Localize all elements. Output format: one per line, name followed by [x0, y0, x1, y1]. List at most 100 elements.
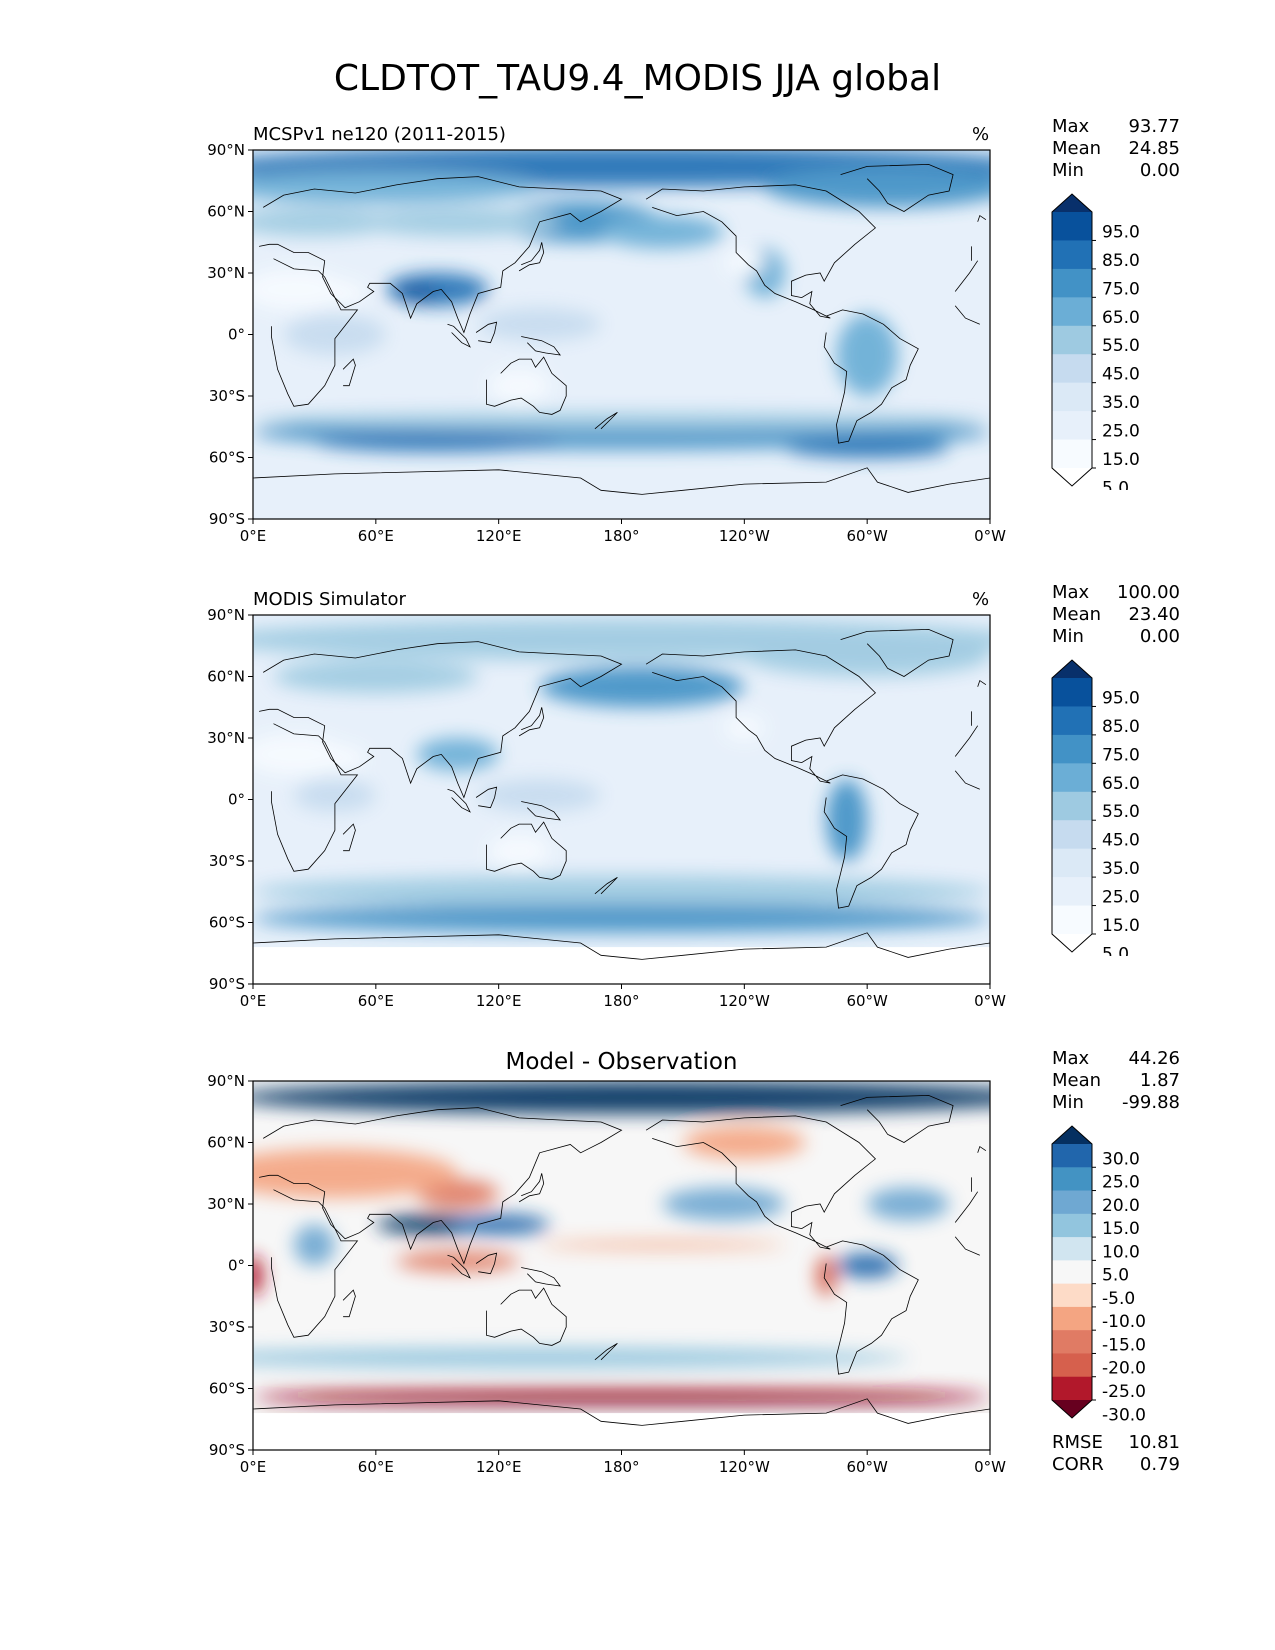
colorbar-segment	[1052, 678, 1092, 707]
colorbar-segment	[1052, 1144, 1092, 1168]
field-patch	[253, 207, 397, 237]
lat-tick-label: 60°N	[207, 1134, 245, 1152]
lon-tick-label: 60°W	[846, 1458, 888, 1476]
lat-tick-label: 60°S	[209, 449, 245, 467]
lat-tick-label: 30°N	[207, 729, 245, 747]
colorbar-tick-label: 20.0	[1102, 1196, 1140, 1216]
colorbar-tick-label: 35.0	[1102, 393, 1140, 413]
colorbar-extend-top	[1052, 194, 1092, 212]
panel-1-units: %	[972, 124, 990, 145]
field-patch	[539, 1240, 786, 1250]
field-patch	[283, 314, 387, 355]
colorbar-tick-label: 25.0	[1102, 422, 1140, 442]
lon-tick-label: 120°E	[476, 1458, 522, 1476]
field-patch	[396, 283, 438, 304]
panel-1-title: MCSPv1 ne120 (2011-2015)	[253, 124, 506, 145]
colorbar-segment	[1052, 791, 1092, 821]
lat-tick-label: 60°S	[209, 914, 245, 932]
panel-2-units: %	[972, 589, 990, 610]
colorbar-tick-label: 30.0	[1102, 1149, 1140, 1169]
field-patch	[785, 437, 950, 458]
colorbar-segment	[1052, 297, 1092, 327]
field-patch	[662, 1187, 786, 1221]
colorbar-tick-label: 25.0	[1102, 888, 1140, 908]
colorbar-tick-label: 85.0	[1102, 251, 1140, 271]
colorbar-tick-label: 75.0	[1102, 279, 1140, 299]
lon-tick-label: 120°W	[719, 1458, 770, 1476]
lon-tick-label: 120°W	[719, 992, 770, 1010]
lat-tick-label: 90°N	[207, 141, 245, 159]
field-patch	[324, 281, 366, 306]
colorbar-extend-bottom	[1052, 934, 1092, 952]
lon-tick-label: 60°W	[846, 992, 888, 1010]
field-patch	[601, 215, 724, 249]
colorbar-segment	[1052, 1330, 1092, 1354]
lat-tick-label: 30°N	[207, 1195, 245, 1213]
colorbar-segment	[1052, 354, 1092, 384]
lat-tick-label: 30°S	[209, 1318, 245, 1336]
missing-data-region	[253, 947, 990, 984]
colorbar-tick-label: 15.0	[1102, 450, 1140, 470]
colorbar-tick-label: 55.0	[1102, 802, 1140, 822]
lat-tick-label: 60°N	[207, 668, 245, 686]
field-patch	[253, 1148, 458, 1198]
colorbar-segment	[1052, 411, 1092, 441]
lat-tick-label: 90°N	[207, 606, 245, 624]
colorbar-extend-bottom	[1052, 1400, 1092, 1418]
field-patch	[253, 1347, 909, 1368]
colorbar-tick-label: -15.0	[1102, 1335, 1146, 1355]
field-patch	[253, 875, 990, 909]
field-patch	[682, 1126, 806, 1159]
colorbar-tick-label: 10.0	[1102, 1242, 1140, 1262]
colorbar-segment	[1052, 268, 1092, 298]
colorbar-segment	[1052, 1167, 1092, 1192]
panel-3-title: Model - Observation	[505, 1049, 738, 1075]
colorbar-segment	[1052, 1283, 1092, 1308]
lat-tick-label: 0°	[228, 326, 245, 344]
lat-tick-label: 30°N	[207, 264, 245, 282]
field-patch	[764, 166, 990, 208]
colorbar-segment	[1052, 212, 1092, 241]
colorbar-segment	[1052, 905, 1092, 935]
colorbar-tick-label: 15.0	[1102, 1219, 1140, 1239]
lon-tick-label: 0°W	[974, 1458, 1006, 1476]
colorbar-tick-label: -10.0	[1102, 1312, 1146, 1332]
colorbar-extend-bottom	[1052, 468, 1092, 486]
colorbar-segment	[1052, 1213, 1092, 1238]
field-patch	[867, 1187, 950, 1221]
colorbar-segment	[1052, 1237, 1092, 1261]
colorbar-tick-label: 45.0	[1102, 365, 1140, 385]
colorbar-segment	[1052, 734, 1092, 764]
colorbar-tick-label: 35.0	[1102, 859, 1140, 879]
field-patch	[253, 170, 540, 204]
field-patch	[324, 746, 366, 771]
colorbar-segment	[1052, 848, 1092, 878]
colorbar-segment	[1052, 1260, 1092, 1285]
field-patch	[836, 314, 898, 396]
lon-tick-label: 0°E	[240, 1458, 267, 1476]
colorbar-segment	[1052, 1306, 1092, 1331]
panel-3-map: 90°N 60°N 30°N 0° 30°S 60°S 90°S0°E 60°E 120°E 18…	[207, 1072, 1006, 1476]
colorbar-segment	[1052, 877, 1092, 907]
field-patch	[539, 666, 745, 708]
colorbar-segment	[1052, 439, 1092, 469]
field-patch	[293, 779, 376, 812]
field-patch	[253, 733, 346, 775]
colorbar-tick-label: 85.0	[1102, 717, 1140, 737]
panel-3-stats: Max 44.26 Mean 1.87 Min -99.88	[1052, 1048, 1180, 1113]
lat-tick-label: 60°S	[209, 1380, 245, 1398]
panel-2-stats: Max 100.00 Mean 23.40 Min 0.00	[1052, 582, 1180, 647]
lon-tick-label: 60°W	[846, 527, 888, 545]
lat-tick-label: 60°N	[207, 203, 245, 221]
field-patch	[253, 412, 990, 429]
lon-tick-label: 0°E	[240, 992, 267, 1010]
colorbar-tick-label: 75.0	[1102, 745, 1140, 765]
panel-1-map: 90°N 60°N 30°N 0° 30°S 60°S 90°S0°E 60°E 120°E 18…	[207, 141, 1006, 545]
colorbar-tick-label: 55.0	[1102, 336, 1140, 356]
field-patch	[826, 779, 868, 861]
lon-tick-label: 180°	[603, 992, 639, 1010]
colorbar-segment	[1052, 1190, 1092, 1215]
field-patch	[253, 268, 346, 310]
panel-1-colorbar: 95.0 85.0 75.0 65.0 55.0 45.0 35.0 25.0 15.0 5.0	[1051, 193, 1140, 490]
colorbar-segment	[1052, 1353, 1092, 1378]
